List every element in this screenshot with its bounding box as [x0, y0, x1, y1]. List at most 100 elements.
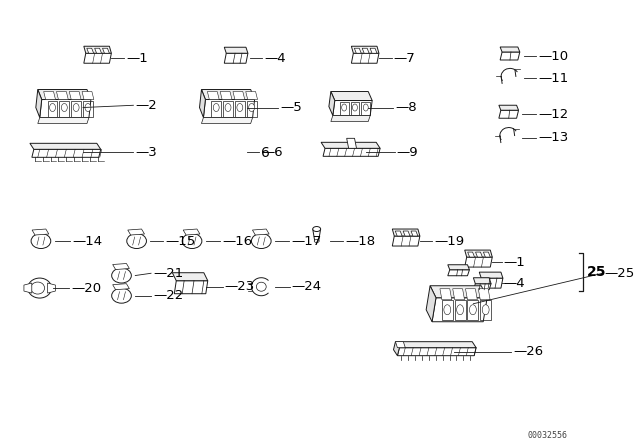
Ellipse shape — [213, 103, 219, 112]
Polygon shape — [333, 100, 372, 116]
Polygon shape — [38, 90, 91, 99]
Polygon shape — [331, 91, 372, 100]
Text: 00032556: 00032556 — [528, 431, 568, 440]
Polygon shape — [351, 46, 379, 53]
Polygon shape — [87, 48, 93, 53]
Bar — [480, 300, 491, 320]
Bar — [235, 100, 244, 116]
Polygon shape — [224, 53, 248, 63]
Ellipse shape — [31, 233, 51, 249]
Polygon shape — [40, 99, 91, 117]
Bar — [362, 102, 370, 115]
Ellipse shape — [182, 233, 202, 249]
Polygon shape — [174, 281, 208, 294]
Ellipse shape — [364, 104, 368, 111]
Bar — [211, 100, 221, 116]
Text: —14: —14 — [72, 234, 102, 248]
Polygon shape — [128, 229, 145, 235]
Text: —9: —9 — [397, 146, 419, 159]
Polygon shape — [84, 53, 111, 63]
Ellipse shape — [444, 305, 451, 315]
Text: —26: —26 — [513, 345, 543, 358]
Polygon shape — [321, 142, 380, 148]
Text: —19: —19 — [435, 234, 465, 248]
Text: —25: —25 — [604, 267, 635, 280]
Polygon shape — [202, 90, 255, 99]
Ellipse shape — [353, 104, 357, 111]
Polygon shape — [476, 252, 483, 257]
Polygon shape — [69, 91, 81, 99]
Text: —2: —2 — [136, 99, 157, 112]
Ellipse shape — [111, 268, 131, 283]
Bar — [83, 100, 93, 116]
Polygon shape — [500, 52, 520, 60]
Bar — [467, 300, 478, 320]
Polygon shape — [403, 231, 410, 236]
Polygon shape — [483, 252, 490, 257]
Ellipse shape — [237, 103, 243, 112]
Polygon shape — [430, 286, 487, 298]
Bar — [454, 300, 465, 320]
Polygon shape — [355, 48, 361, 53]
Bar — [340, 102, 349, 115]
Text: 25: 25 — [587, 265, 607, 279]
Polygon shape — [396, 342, 476, 348]
Text: —3: —3 — [136, 146, 157, 159]
Polygon shape — [394, 342, 399, 356]
Polygon shape — [411, 231, 418, 236]
Ellipse shape — [225, 103, 231, 112]
Polygon shape — [465, 289, 477, 300]
Polygon shape — [392, 236, 420, 246]
Text: —22: —22 — [153, 289, 183, 302]
Text: —4: —4 — [264, 52, 286, 65]
Bar — [223, 100, 233, 116]
Ellipse shape — [249, 103, 255, 112]
Polygon shape — [102, 48, 109, 53]
Ellipse shape — [342, 104, 347, 111]
Polygon shape — [397, 348, 476, 356]
Ellipse shape — [482, 305, 489, 315]
Text: —1: —1 — [126, 52, 148, 65]
Polygon shape — [204, 99, 255, 117]
Text: —13: —13 — [538, 131, 568, 144]
Text: —21: —21 — [153, 267, 183, 280]
Bar — [60, 100, 69, 116]
Text: —15: —15 — [165, 234, 195, 248]
Polygon shape — [479, 272, 503, 278]
Polygon shape — [500, 47, 520, 52]
Polygon shape — [448, 270, 469, 276]
Ellipse shape — [85, 103, 91, 112]
Ellipse shape — [314, 240, 319, 242]
Polygon shape — [323, 148, 380, 156]
Polygon shape — [84, 46, 111, 53]
Text: —23: —23 — [225, 280, 255, 293]
Polygon shape — [82, 91, 94, 99]
Polygon shape — [24, 283, 32, 293]
Text: —6: —6 — [261, 146, 283, 159]
Bar — [247, 100, 257, 116]
Polygon shape — [202, 117, 253, 124]
Text: —18: —18 — [345, 234, 375, 248]
Polygon shape — [351, 53, 379, 63]
Polygon shape — [499, 105, 518, 110]
Text: —16: —16 — [222, 234, 252, 248]
Polygon shape — [200, 90, 205, 117]
Polygon shape — [224, 47, 248, 53]
Text: 6: 6 — [261, 146, 270, 160]
Polygon shape — [370, 48, 377, 53]
Polygon shape — [47, 283, 56, 293]
Polygon shape — [474, 284, 491, 290]
Polygon shape — [38, 117, 89, 124]
Polygon shape — [113, 284, 129, 290]
Text: —11: —11 — [538, 72, 568, 85]
Polygon shape — [252, 229, 269, 235]
Polygon shape — [220, 91, 232, 99]
Polygon shape — [44, 91, 56, 99]
Polygon shape — [440, 289, 452, 300]
Bar — [71, 100, 81, 116]
Polygon shape — [465, 250, 492, 257]
Text: —8: —8 — [396, 101, 417, 114]
Ellipse shape — [469, 305, 476, 315]
Ellipse shape — [61, 103, 67, 112]
Polygon shape — [362, 48, 369, 53]
